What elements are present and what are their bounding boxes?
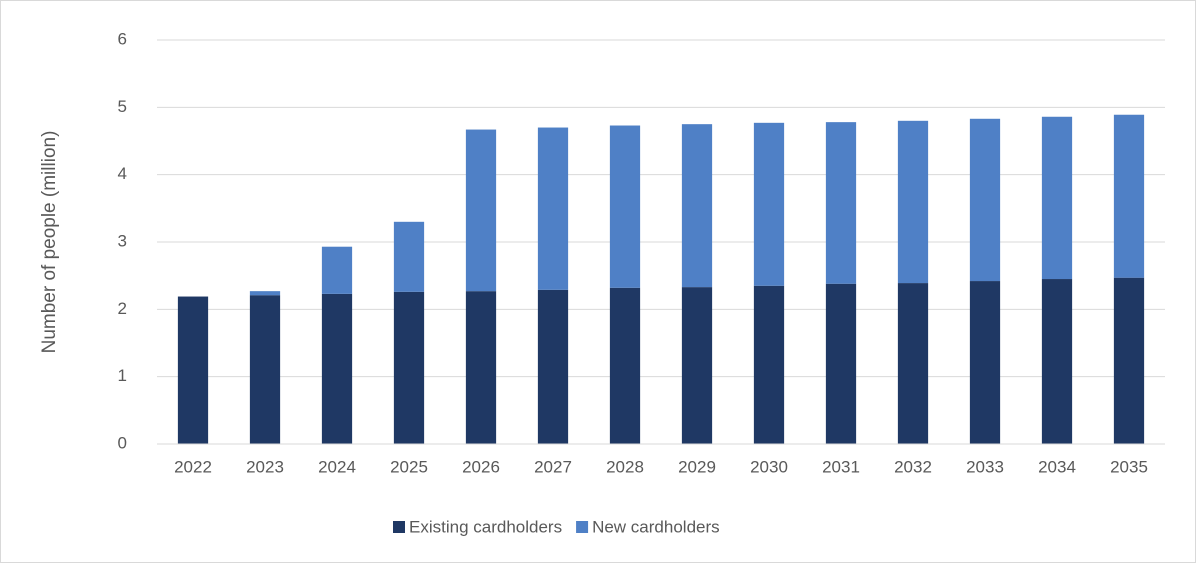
bar-segment [681,287,713,444]
bar-segment [897,120,929,284]
x-tick-label: 2027 [534,457,572,476]
x-tick-label: 2024 [318,457,356,476]
x-tick-label: 2030 [750,457,788,476]
bar-segment [1041,279,1073,444]
x-tick-label: 2026 [462,457,500,476]
x-tick-label: 2025 [390,457,428,476]
bar-segment [753,122,785,286]
bar-segment [321,293,353,444]
bar-segment [465,129,497,292]
x-tick-label: 2028 [606,457,644,476]
bar-segment [393,291,425,444]
bar-segment [609,287,641,444]
bar-segment [537,127,569,290]
x-tick-label: 2031 [822,457,860,476]
bar-segment [177,296,209,444]
y-tick-label: 0 [118,433,127,452]
bar-segment [249,291,281,296]
legend-label: New cardholders [592,517,720,536]
x-tick-label: 2029 [678,457,716,476]
legend-label: Existing cardholders [409,517,562,536]
bar-segment [825,122,857,284]
bar-segment [393,221,425,292]
bar-segment [681,124,713,288]
bar-segment [969,281,1001,444]
x-tick-label: 2033 [966,457,1004,476]
x-tick-label: 2032 [894,457,932,476]
legend-swatch [393,521,405,533]
legend-swatch [576,521,589,533]
bar-segment [753,285,785,444]
y-axis-label: Number of people (million) [39,131,60,354]
y-tick-label: 3 [118,231,127,250]
x-tick-label: 2023 [246,457,284,476]
x-tick-label: 2035 [1110,457,1148,476]
bar-segment [321,246,353,294]
bar-segment [465,291,497,444]
bar-segment [897,283,929,444]
bar-segment [1113,114,1145,278]
bar-segment [609,125,641,288]
x-tick-label: 2022 [174,457,212,476]
y-tick-label: 2 [118,299,127,318]
bar-segment [969,118,1001,282]
bar-segment [249,295,281,444]
bar-segment [825,283,857,444]
bar-segment [1041,116,1073,280]
y-tick-label: 5 [118,97,127,116]
bar-segment [537,289,569,444]
bar-segment [1113,277,1145,444]
y-tick-label: 1 [118,366,127,385]
y-tick-label: 6 [118,29,127,48]
x-tick-label: 2034 [1038,457,1076,476]
y-tick-label: 4 [118,164,127,183]
